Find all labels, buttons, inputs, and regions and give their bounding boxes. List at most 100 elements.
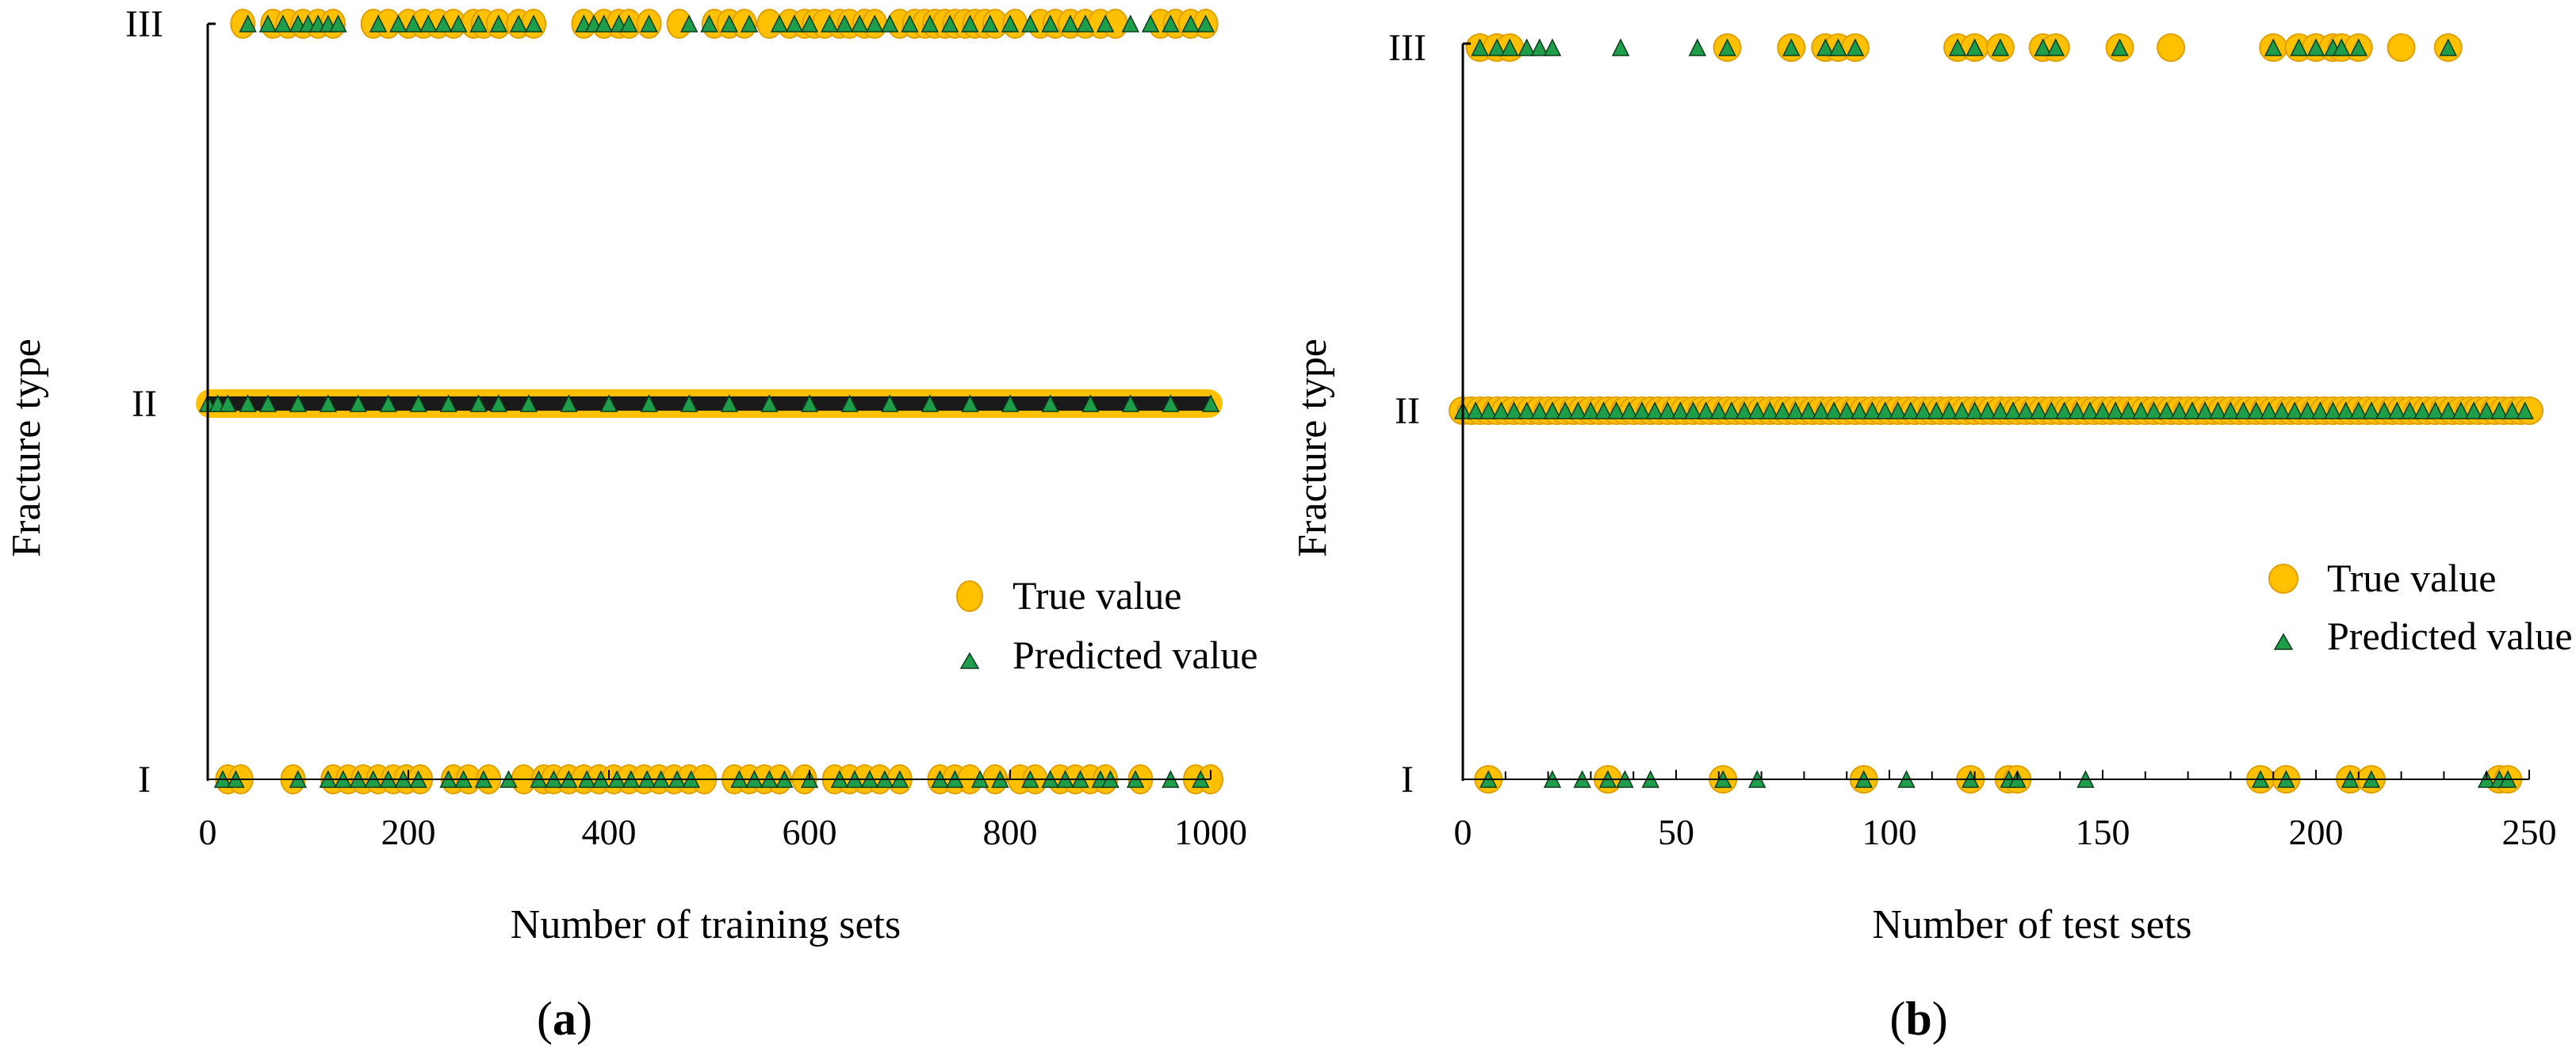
panel-a-legend-true-marker — [956, 580, 983, 612]
panel-b-xtick-label-250: 250 — [2502, 812, 2557, 852]
panel-a-pred-III-point-32 — [836, 14, 854, 33]
panel-b-pred-II-point-14 — [1632, 401, 1652, 419]
panel-b-pred-II-point-45 — [2030, 401, 2048, 419]
panel-a-pred-III-point-11 — [419, 14, 438, 33]
panel-a-pred-III-point-40 — [981, 14, 999, 33]
panel-a-pred-II-point-11 — [469, 394, 488, 412]
panel-a-legend-pred-marker — [959, 652, 980, 669]
panel-b-xlabel: Number of test sets — [1873, 902, 2192, 947]
panel-b-pred-II-point-22 — [1735, 401, 1754, 419]
panel-b-true-III-point-14 — [2157, 33, 2186, 62]
panel-b-pred-III-point-16 — [2034, 38, 2052, 56]
panel-b-pred-II-point-62 — [2247, 401, 2265, 419]
panel-b-pred-II-point-12 — [1607, 401, 1625, 419]
panel-b-label-open: ( — [1889, 993, 1905, 1045]
panel-b-pred-II-point-38 — [1940, 401, 1958, 419]
panel-a-pred-II-point-10 — [439, 394, 457, 412]
panel-a-pred-III-point-30 — [800, 14, 819, 33]
panel-a-pred-II-point-9 — [409, 394, 427, 412]
panel-a-pred-II-point-4 — [258, 394, 278, 412]
panel-a-pred-II-point-6 — [319, 394, 338, 412]
panel-a-pred-II-point-23 — [921, 394, 940, 412]
panel-a-ytick-label-I: I — [138, 759, 151, 801]
panel-b-pred-III-point-7 — [1688, 38, 1707, 56]
panel-b-pred-II-point-52 — [2119, 401, 2138, 419]
panel-b-pred-II-point-23 — [1748, 401, 1766, 419]
panel-b-label: (b) — [1889, 993, 1947, 1045]
panel-b-pred-II-point-67 — [2311, 401, 2329, 419]
panel-b-pred-II-point-78 — [2452, 401, 2471, 419]
panel-b-label-letter: b — [1905, 993, 1931, 1045]
panel-b-pred-II-point-1 — [1466, 401, 1485, 419]
panel-b-xtick-label-150: 150 — [2076, 812, 2130, 852]
panel-a-legend: True value Predicted value — [956, 573, 1258, 677]
panel-b-pred-II-point-32 — [1863, 401, 1881, 419]
panel-b-pred-II-point-47 — [2055, 401, 2073, 419]
panel-b-pred-III-point-8 — [1718, 38, 1736, 56]
panel-b-pred-II-point-68 — [2324, 401, 2342, 419]
panel-b-pred-II-point-36 — [1914, 401, 1933, 419]
panel-a-pred-II-point-7 — [349, 394, 367, 412]
panel-a-pred-II-point-27 — [1081, 394, 1100, 412]
panel-b-pred-II-point-48 — [2068, 401, 2086, 419]
panel-b-pred-II-point-17 — [1671, 401, 1690, 419]
panel-a-pred-III-point-37 — [921, 14, 940, 33]
panel-b-pred-II-point-11 — [1594, 401, 1613, 419]
panel-b-pred-II-point-50 — [2093, 401, 2112, 419]
panel-a-pred-II-point-19 — [760, 394, 779, 412]
panel-a-pred-II-point-17 — [679, 394, 699, 412]
panel-b-pred-II-point-65 — [2285, 401, 2304, 419]
panel-b-pred-II-point-74 — [2401, 401, 2419, 419]
panel-b-pred-II-point-31 — [1851, 401, 1869, 419]
panel-b-pred-II-point-15 — [1645, 401, 1664, 419]
panel-a-pred-II-point-14 — [560, 394, 578, 412]
panel-b-legend: True value Predicted value — [2268, 556, 2573, 658]
panel-b-pred-III-point-13 — [1948, 38, 1967, 56]
panel-b-pred-III-point-19 — [2264, 38, 2283, 56]
panel-a-pred-II-point-3 — [239, 394, 257, 412]
panel-b-pred-II-point-76 — [2426, 401, 2444, 419]
panel-b-pred-II-point-24 — [1761, 401, 1779, 419]
panel-a-pred-II-point-28 — [1121, 394, 1140, 412]
panel-b-pred-III-point-12 — [1846, 38, 1865, 56]
panel-a-legend-pred-label: Predicted value — [1012, 633, 1258, 677]
panel-b-pred-II-point-54 — [2145, 401, 2163, 419]
panel-a-xtick-label-600: 600 — [783, 812, 837, 852]
panel-a-xtick-label-800: 800 — [983, 812, 1038, 852]
panel-b-ytick-label-I: I — [1401, 759, 1414, 801]
panel-b-xtick-label-100: 100 — [1862, 812, 1917, 852]
panel-b-label-close: ) — [1932, 993, 1948, 1045]
panel-b-pred-II-point-26 — [1786, 401, 1805, 419]
panel-a-pred-III-point-22 — [620, 14, 638, 33]
panel-a-pred-III-point-9 — [389, 14, 408, 33]
panel-a-pred-III-point-34 — [866, 14, 884, 33]
panel-b-pred-III-point-25 — [2439, 38, 2457, 56]
panel-a-pred-III-point-44 — [1061, 14, 1080, 33]
panel-b-pred-III-point-23 — [2333, 38, 2351, 56]
panel-a-pred-III-point-17 — [524, 14, 543, 33]
panel-b-legend-pred-label: Predicted value — [2327, 614, 2573, 658]
panel-b-pred-II-point-30 — [1837, 401, 1856, 419]
panel-b-pred-II-point-43 — [2004, 401, 2023, 419]
panel-b-pred-II-point-10 — [1582, 401, 1600, 419]
panel-b-pred-II-point-3 — [1492, 401, 1510, 419]
panel-b-xtick-label-50: 50 — [1658, 812, 1694, 852]
panel-b-pred-II-point-56 — [2170, 401, 2189, 419]
panel-a-pred-III-point-36 — [901, 14, 919, 33]
panel-a-pred-III-point-48 — [1141, 14, 1160, 33]
panel-b-pred-II-point-75 — [2413, 401, 2432, 419]
panel-b-pred-II-point-44 — [2016, 401, 2035, 419]
panel-a-pred-II-point-22 — [880, 394, 899, 412]
panel-b-pred-III-point-4 — [1530, 38, 1549, 56]
panel-a-xtick-label-200: 200 — [381, 812, 436, 852]
panel-b-pred-II-point-57 — [2183, 401, 2202, 419]
panel-a-pred-III-point-33 — [851, 14, 869, 33]
panel-a-pred-II-point-25 — [1001, 394, 1020, 412]
panel-b-pred-II-point-4 — [1505, 401, 1523, 419]
panel-b-pred-II-point-55 — [2157, 401, 2176, 419]
panel-a-pred-II-point-13 — [519, 394, 538, 412]
panel-a-pred-III-point-15 — [489, 14, 508, 33]
panel-a-pred-III-point-42 — [1021, 14, 1039, 33]
panel-b-pred-II-point-8 — [1556, 401, 1575, 419]
panel-a-pred-III-point-16 — [509, 14, 528, 33]
